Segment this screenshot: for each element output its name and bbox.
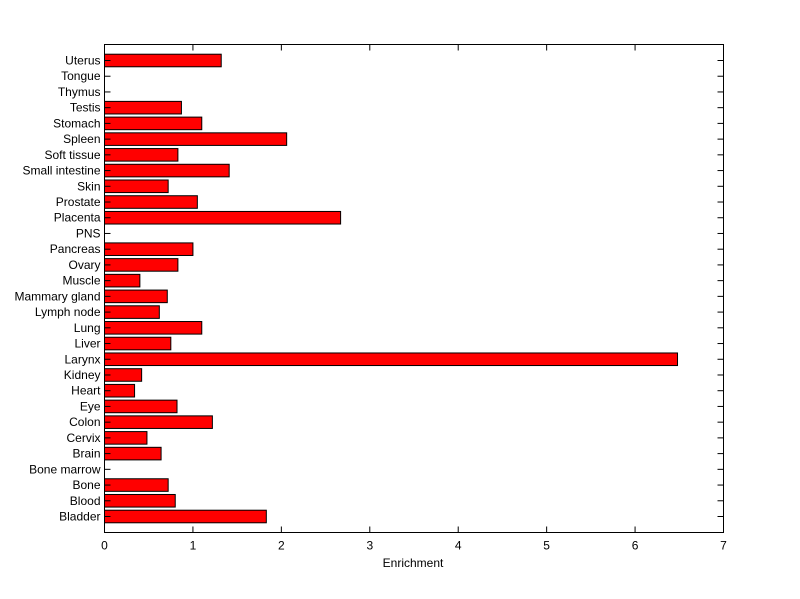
x-tick-label: 6: [632, 539, 639, 553]
y-tick-label: Cervix: [66, 431, 100, 445]
bar-lung: [104, 321, 203, 335]
y-tick-label: Placenta: [54, 211, 101, 225]
y-tick-label: Uterus: [65, 54, 100, 68]
bar-bladder: [104, 509, 267, 524]
y-tick-label: Lymph node: [35, 305, 101, 319]
x-tick-label: 4: [455, 539, 462, 553]
bar-cervix: [104, 431, 148, 445]
bar-colon: [104, 415, 213, 429]
y-tick-label: Prostate: [56, 195, 101, 209]
bar-brain: [104, 446, 162, 461]
bar-soft-tissue: [104, 148, 179, 162]
bar-pancreas: [104, 242, 194, 256]
bar-testis: [104, 100, 182, 115]
bar-small-intestine: [104, 163, 230, 178]
x-tick-label: 1: [190, 539, 197, 553]
y-tick-label: Bladder: [59, 510, 100, 524]
bar-mammary-gland: [104, 289, 168, 304]
y-tick-label: Liver: [74, 337, 100, 351]
y-tick-label: Lung: [74, 321, 101, 335]
bar-skin: [104, 179, 169, 194]
x-tick-label: 7: [720, 539, 727, 553]
x-tick-label: 2: [278, 539, 285, 553]
y-tick-label: Soft tissue: [44, 148, 100, 162]
y-tick-label: Bone marrow: [29, 462, 101, 476]
y-tick-label: Small intestine: [22, 164, 100, 178]
bars-group: [104, 53, 679, 524]
y-tick-label: Larynx: [64, 352, 100, 366]
y-tick-label: Pancreas: [50, 242, 101, 256]
bar-ovary: [104, 258, 179, 272]
x-axis-label: Enrichment: [383, 556, 444, 570]
y-tick-label: Testis: [70, 101, 101, 115]
bar-blood: [104, 493, 176, 508]
y-tick-label: PNS: [76, 226, 101, 240]
bar-lymph-node: [104, 305, 160, 319]
bar-eye: [104, 399, 178, 414]
y-tick-label: Muscle: [62, 274, 100, 288]
bar-spleen: [104, 132, 288, 146]
plot-frame: [104, 44, 724, 533]
y-tick-label: Eye: [80, 399, 101, 413]
bar-larynx: [104, 352, 679, 367]
bar-uterus: [104, 53, 222, 68]
bar-bone: [104, 478, 169, 492]
y-tick-label: Heart: [71, 384, 101, 398]
x-tick-label: 5: [543, 539, 550, 553]
y-tick-label: Stomach: [53, 116, 100, 130]
y-tick-label: Spleen: [63, 132, 100, 146]
x-tick-label: 0: [101, 539, 108, 553]
y-tick-label: Tongue: [61, 69, 101, 83]
y-tick-label: Colon: [69, 415, 100, 429]
y-tick-label: Bone: [72, 478, 100, 492]
y-tick-label: Blood: [70, 494, 101, 508]
bar-prostate: [104, 195, 198, 209]
bar-liver: [104, 336, 172, 351]
y-tick-label: Skin: [77, 179, 100, 193]
bar-stomach: [104, 116, 203, 131]
y-tick-label: Ovary: [68, 258, 100, 272]
bar-placenta: [104, 210, 342, 225]
y-tick-label: Kidney: [64, 368, 101, 382]
y-tick-label: Mammary gland: [14, 289, 100, 303]
x-tick-label: 3: [366, 539, 373, 553]
y-tick-label: Brain: [72, 447, 100, 461]
y-tick-label: Thymus: [58, 85, 101, 99]
